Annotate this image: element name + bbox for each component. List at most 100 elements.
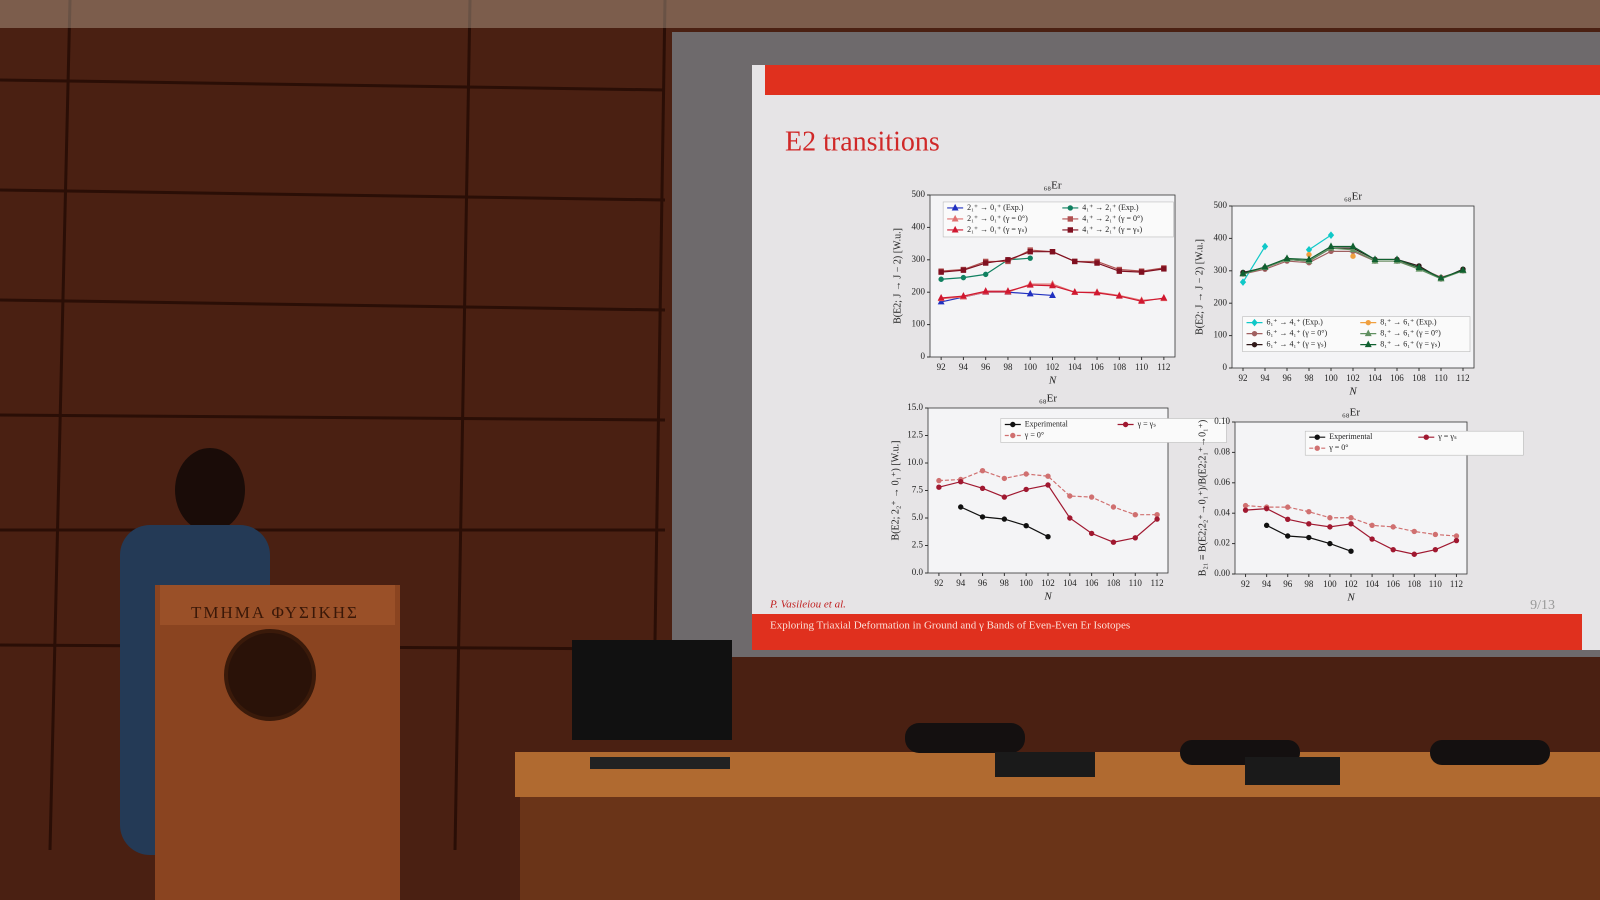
marker <box>1393 255 1401 262</box>
marker <box>982 287 990 294</box>
legend-marker <box>1364 329 1372 337</box>
x-tick-label: 94 <box>956 578 966 588</box>
legend-marker <box>1314 445 1320 451</box>
marker <box>1071 288 1079 295</box>
marker <box>1306 534 1312 541</box>
legend-label: 8₁⁺ → 6₁⁺ (Exp.) <box>1380 317 1437 326</box>
x-tick-label: 100 <box>1023 362 1037 372</box>
speaker-head <box>175 448 245 532</box>
legend-label: 8₁⁺ → 6₁⁺ (γ = 0°) <box>1380 328 1441 337</box>
y-tick-label: 100 <box>912 319 926 329</box>
marker <box>937 297 945 305</box>
x-tick-label: 102 <box>1344 579 1358 589</box>
slide-page: 9/13 <box>1530 598 1555 613</box>
legend-label: Experimental <box>1329 432 1373 441</box>
marker <box>1067 515 1073 521</box>
x-tick-label: 108 <box>1113 362 1127 372</box>
x-tick-label: 112 <box>1151 578 1164 588</box>
marker <box>1327 524 1333 530</box>
y-tick-label: 0 <box>921 351 926 361</box>
x-tick-label: 92 <box>1241 579 1250 589</box>
legend-label: γ = γₛ <box>1437 432 1457 441</box>
x-axis-label: N <box>1048 375 1057 387</box>
y-tick-label: 0.00 <box>1214 568 1230 578</box>
x-tick-label: 94 <box>1262 579 1272 589</box>
y-tick-label: 7.5 <box>912 485 924 495</box>
marker <box>1348 548 1354 554</box>
marker <box>1306 508 1312 515</box>
x-tick-label: 110 <box>1429 579 1443 589</box>
ceiling <box>0 0 1600 28</box>
legend-marker <box>1364 340 1372 348</box>
x-tick-label: 104 <box>1365 579 1379 589</box>
marker <box>1045 534 1051 540</box>
slide-title: E2 transitions <box>785 126 940 157</box>
legend-marker <box>951 203 959 211</box>
x-tick-label: 112 <box>1456 373 1469 383</box>
y-tick-label: 400 <box>1214 232 1228 242</box>
legend-marker <box>1251 318 1258 327</box>
marker <box>982 271 989 278</box>
marker <box>1154 516 1160 522</box>
marker <box>1285 504 1291 510</box>
marker <box>1305 255 1313 262</box>
marker <box>1239 278 1247 286</box>
y-tick-label: 200 <box>1214 297 1228 307</box>
marker <box>1369 536 1375 542</box>
marker <box>1026 289 1034 297</box>
marker <box>1115 292 1123 299</box>
marker <box>1093 288 1101 296</box>
legend-marker <box>951 214 959 222</box>
chair <box>905 723 1025 753</box>
marker <box>1088 530 1095 537</box>
marker <box>979 514 986 520</box>
y-tick-label: 300 <box>1214 265 1228 275</box>
marker <box>1005 257 1011 263</box>
marker <box>1004 287 1012 294</box>
legend-marker <box>1251 341 1258 348</box>
marker <box>1411 528 1417 535</box>
marker <box>1023 471 1029 477</box>
legend-marker <box>1067 205 1074 211</box>
marker <box>1437 273 1445 281</box>
marker <box>1242 502 1249 509</box>
y-tick-label: 300 <box>912 254 926 264</box>
marker <box>1132 512 1138 518</box>
y-axis-label: B(E2; J → J − 2) [W.u.] <box>1194 239 1205 335</box>
podium-label: ΤΜΗΜΑ ΦΥΣΙΚΗΣ <box>191 603 359 622</box>
marker <box>1327 515 1333 521</box>
marker <box>1349 245 1357 253</box>
legend-marker <box>951 225 959 233</box>
y-tick-label: 0.02 <box>1214 538 1230 548</box>
y-tick-label: 5.0 <box>912 512 924 522</box>
x-tick-label: 98 <box>1003 362 1013 372</box>
x-tick-label: 102 <box>1046 362 1060 372</box>
x-tick-label: 104 <box>1368 373 1382 383</box>
y-tick-label: 0.10 <box>1214 416 1230 426</box>
legend-label: γ = γₛ <box>1137 419 1157 428</box>
x-tick-label: 102 <box>1041 578 1055 588</box>
chart-title: ₆₈Er <box>1344 191 1362 203</box>
legend-label: Experimental <box>1025 419 1069 428</box>
marker <box>937 293 945 301</box>
marker <box>1023 523 1029 529</box>
marker <box>1242 507 1249 513</box>
x-tick-label: 100 <box>1019 578 1033 588</box>
x-tick-label: 108 <box>1412 373 1426 383</box>
x-axis-label: N <box>1346 592 1355 604</box>
legend-box <box>1000 418 1227 443</box>
x-axis-label: N <box>1043 591 1052 603</box>
marker <box>1001 516 1008 522</box>
y-tick-label: 0.08 <box>1214 446 1230 456</box>
marker <box>1285 516 1291 522</box>
y-tick-label: 0.0 <box>912 567 924 577</box>
marker <box>1001 494 1008 500</box>
x-tick-label: 98 <box>1000 578 1010 588</box>
legend-marker <box>1365 319 1371 326</box>
marker <box>1369 522 1375 529</box>
x-tick-label: 106 <box>1386 579 1400 589</box>
marker <box>1306 521 1312 527</box>
marker <box>979 468 986 474</box>
x-tick-label: 92 <box>937 362 946 372</box>
